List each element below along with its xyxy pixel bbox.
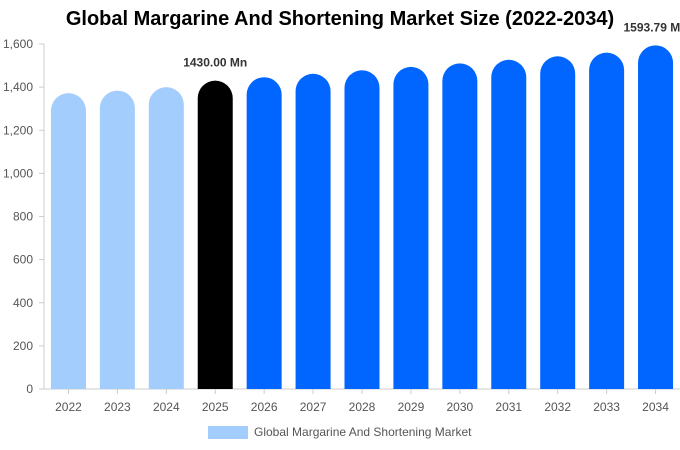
x-tick-label-2033: 2033 [593, 400, 620, 414]
chart-title: Global Margarine And Shortening Market S… [65, 8, 615, 30]
bar-2022[interactable] [50, 93, 86, 389]
y-tick-label: 200 [13, 339, 33, 353]
x-tick-label-2022: 2022 [55, 400, 82, 414]
legend[interactable]: Global Margarine And Shortening Market [208, 425, 471, 439]
bar-2031[interactable] [491, 59, 527, 389]
x-tick-label-2034: 2034 [642, 400, 669, 414]
bar-2023[interactable] [99, 90, 135, 389]
y-tick-label: 0 [26, 382, 33, 396]
y-tick-label: 1,000 [3, 166, 33, 180]
bar-2029[interactable] [393, 66, 429, 389]
bars [50, 45, 674, 390]
y-tick-label: 800 [13, 210, 33, 224]
x-axis: 2022 2023 2024 2025 2026 2027 2028 2029 2030 2031… [44, 388, 680, 414]
x-tick-label-2029: 2029 [398, 400, 425, 414]
x-tick-label-2032: 2032 [544, 400, 571, 414]
bar-2034[interactable] [638, 45, 674, 390]
y-tick-label: 1,200 [3, 123, 33, 137]
bar-2025[interactable] [197, 80, 233, 389]
y-tick-label: 400 [13, 296, 33, 310]
legend-label: Global Margarine And Shortening Market [254, 425, 472, 439]
bar-2028[interactable] [344, 70, 380, 390]
x-tick-label-2024: 2024 [153, 400, 180, 414]
y-tick-label: 1,400 [3, 80, 33, 94]
x-tick-label-2026: 2026 [251, 400, 278, 414]
y-tick-label: 600 [13, 253, 33, 267]
y-axis: 0 200 400 600 800 1,000 1,200 1,400 1,600 [3, 37, 45, 396]
x-tick-label-2027: 2027 [300, 400, 327, 414]
x-tick-label-2028: 2028 [349, 400, 376, 414]
legend-swatch [208, 425, 248, 439]
bar-2033[interactable] [589, 52, 625, 390]
bar-2030[interactable] [442, 63, 478, 389]
x-tick-label-2023: 2023 [104, 400, 131, 414]
bar-2026[interactable] [246, 77, 282, 390]
bar-2024[interactable] [148, 87, 184, 389]
x-tick-label-2025: 2025 [202, 400, 229, 414]
bar-2027[interactable] [295, 73, 331, 389]
data-labels: 1430.00 Mn 1593.79 Mn [183, 20, 680, 69]
data-label-2025: 1430.00 Mn [183, 56, 247, 70]
x-tick-label-2030: 2030 [446, 400, 473, 414]
data-label-2034: 1593.79 Mn [624, 20, 680, 34]
y-tick-label: 1,600 [3, 37, 33, 51]
bar-2032[interactable] [540, 56, 576, 390]
x-tick-label-2031: 2031 [495, 400, 522, 414]
